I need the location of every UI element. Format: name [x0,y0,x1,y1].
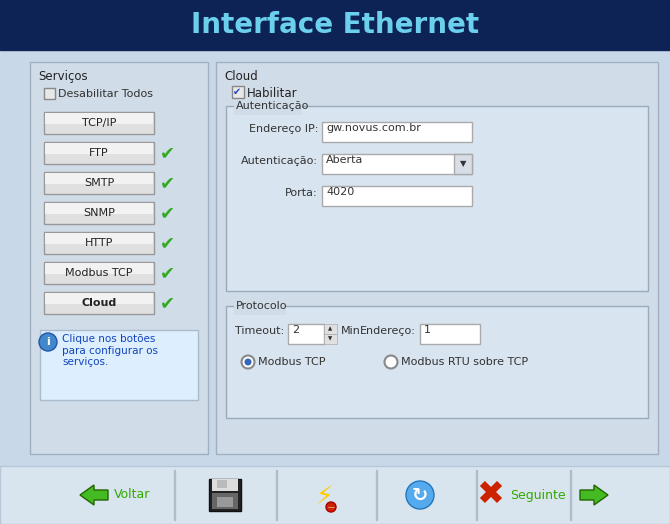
Bar [174,470,175,520]
Bar [209,479,241,511]
Text: ✔: ✔ [160,144,175,162]
Text: Modbus TCP: Modbus TCP [258,357,326,367]
Bar [45,233,153,244]
Text: ✔: ✔ [160,234,175,252]
Bar [44,262,154,284]
Text: i: i [46,337,50,347]
Bar [45,293,153,304]
Bar [212,493,238,509]
Bar [44,292,154,314]
Bar [30,62,208,454]
Bar [217,497,233,507]
Bar [454,154,472,174]
Text: ▼: ▼ [460,159,466,169]
Circle shape [326,502,336,512]
Text: Habilitar: Habilitar [247,87,297,100]
Text: Clique nos botões
para configurar os
serviços.: Clique nos botões para configurar os ser… [62,334,158,367]
Bar [44,202,154,224]
Bar [45,263,153,274]
Text: Autenticação:: Autenticação: [241,156,318,166]
Text: HTTP: HTTP [85,238,113,248]
Bar [234,305,286,315]
Bar [420,324,480,344]
Bar [232,86,244,98]
Bar [234,105,302,115]
Text: Voltar: Voltar [114,488,150,501]
Text: TCP/IP: TCP/IP [82,118,116,128]
Bar [324,334,337,344]
Bar [322,154,472,174]
Bar [45,173,153,184]
Bar [216,62,658,454]
Bar [0,50,670,466]
Text: SNMP: SNMP [83,208,115,218]
Bar [217,480,227,488]
Text: Timeout:: Timeout: [235,326,284,336]
Bar [45,143,153,154]
Text: —: — [328,504,334,510]
Text: Seguinte: Seguinte [510,488,565,501]
Text: Desabilitar Todos: Desabilitar Todos [58,89,153,99]
Text: Interface Ethernet: Interface Ethernet [191,11,479,39]
Text: Endereço:: Endereço: [360,326,416,336]
Circle shape [406,481,434,509]
Text: gw.novus.com.br: gw.novus.com.br [326,123,421,133]
Bar [212,479,238,491]
Text: Endereço IP:: Endereço IP: [249,124,318,134]
Text: 1: 1 [424,325,431,335]
Text: ↻: ↻ [412,486,428,505]
Text: FTP: FTP [89,148,109,158]
Text: ▲: ▲ [328,326,332,332]
Bar [44,112,154,134]
Bar [376,470,377,520]
Bar [44,88,55,99]
Text: 2: 2 [292,325,299,335]
Text: ✖: ✖ [476,478,504,511]
Bar [45,113,153,124]
Text: Modbus RTU sobre TCP: Modbus RTU sobre TCP [401,357,528,367]
Text: ✔: ✔ [160,264,175,282]
Text: Serviços: Serviços [38,70,88,83]
Polygon shape [80,485,108,505]
Text: Cloud: Cloud [81,298,117,308]
Bar [0,466,670,524]
Text: 4020: 4020 [326,187,354,197]
Text: ✔: ✔ [160,204,175,222]
Bar [44,172,154,194]
Text: ⚡: ⚡ [316,485,334,509]
Text: ✔: ✔ [233,87,241,97]
Bar [476,470,477,520]
Text: Aberta: Aberta [326,155,363,165]
Bar [226,106,648,291]
Bar [288,324,324,344]
Text: Protocolo: Protocolo [236,301,287,311]
Bar [276,470,277,520]
Bar [44,142,154,164]
Bar [570,470,571,520]
Polygon shape [580,485,608,505]
Text: Cloud: Cloud [224,70,258,83]
Text: ▼: ▼ [328,336,332,342]
Text: Min.: Min. [341,326,364,336]
Text: Autenticação: Autenticação [236,101,310,111]
Text: SMTP: SMTP [84,178,114,188]
Bar [226,306,648,418]
Bar [45,203,153,214]
Bar [324,324,337,334]
Circle shape [245,358,251,366]
Circle shape [241,355,255,368]
Text: ✔: ✔ [160,174,175,192]
Text: ✔: ✔ [160,294,175,312]
Text: Porta:: Porta: [285,188,318,198]
Circle shape [385,355,397,368]
Text: Modbus TCP: Modbus TCP [65,268,133,278]
Circle shape [39,333,57,351]
Bar [40,330,198,400]
Bar [44,232,154,254]
Bar [0,0,670,50]
Bar [322,186,472,206]
Bar [322,122,472,142]
